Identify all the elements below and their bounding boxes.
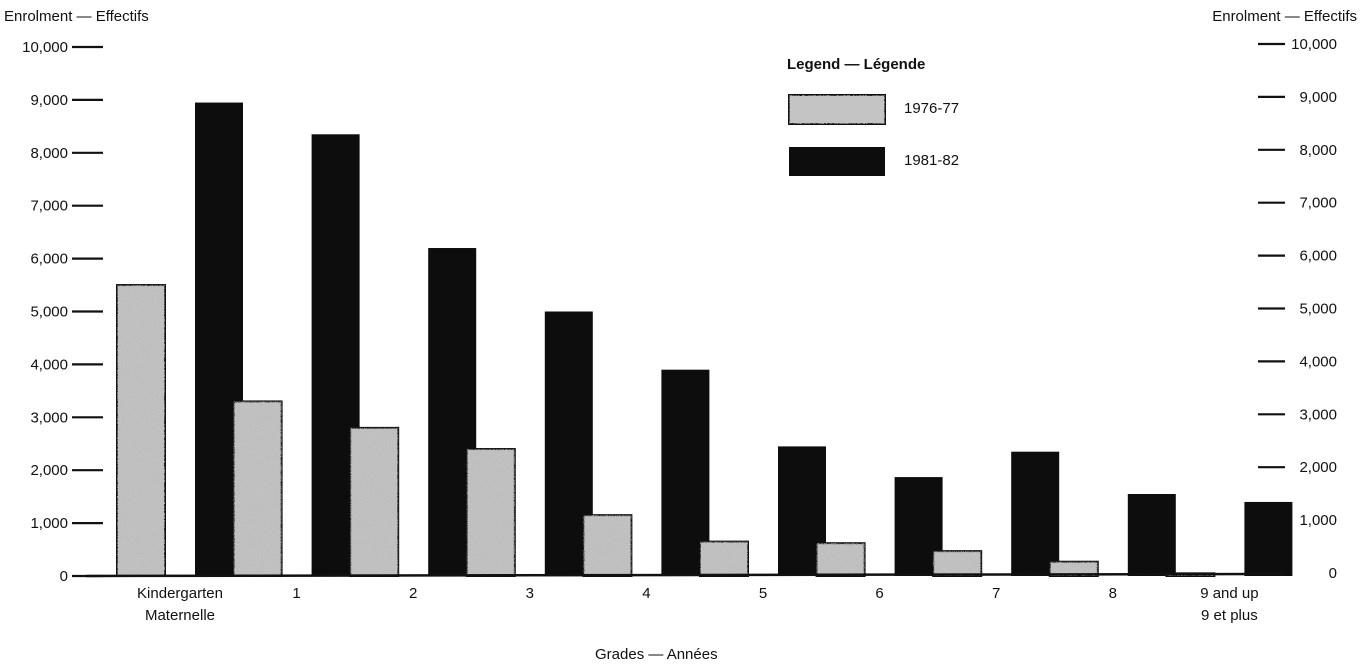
bar-1981-82 [1127,494,1176,576]
legend-swatch-1976-77-texture [789,95,885,124]
x-tick-label: Maternelle [145,607,215,624]
x-tick-label: Kindergarten [137,585,223,602]
left-tick-label: 6,000 [30,251,68,268]
x-tick-labels: Kindergarten Maternelle 1 2 3 4 5 6 7 8 9 and up 9 … [137,585,1259,624]
bar-groups [116,102,1293,578]
x-axis-baseline [85,572,1286,578]
bar-1981-82 [1011,451,1060,576]
right-y-axis: 0 1,000 2,000 3,000 4,000 5,000 6,000 7,000 8,00… [1258,36,1337,582]
right-tick-label: 10,000 [1291,36,1337,53]
left-tick-label: 3,000 [30,409,68,426]
y-axis-title-left: Enrolment — Effectifs [4,8,149,25]
left-tick-label: 9,000 [30,92,68,109]
left-tick-label: 4,000 [30,356,68,373]
legend-label-1976-77: 1976-77 [904,100,960,117]
right-tick-label: 5,000 [1299,301,1337,318]
bar-1976-77-texture [350,427,399,576]
x-tick-label: 5 [759,585,767,602]
x-tick-label: 9 et plus [1201,607,1258,624]
right-tick-label: 0 [1329,565,1337,582]
bar-1976-77-texture [933,551,982,576]
left-tick-label: 10,000 [22,39,68,56]
left-tick-label: 2,000 [30,462,68,479]
bar-1976-77-texture [583,515,632,576]
bar-1976-77-texture [1049,561,1098,576]
x-tick-label: 9 and up [1200,585,1258,602]
right-tick-label: 9,000 [1299,89,1337,106]
legend-swatch-1981-82 [789,147,885,176]
left-tick-label: 8,000 [30,145,68,162]
left-tick-label: 7,000 [30,198,68,215]
legend-title: Legend — Légende [787,56,926,73]
x-tick-label: 1 [292,585,300,602]
bar-1976-77-texture [700,541,748,576]
right-tick-label: 7,000 [1299,195,1337,212]
y-axis-title-right: Enrolment — Effectifs [1212,8,1357,25]
legend [788,94,886,176]
x-tick-label: 6 [875,585,883,602]
x-axis-title: Grades — Années [595,646,718,663]
bar-1976-77-texture [233,401,282,576]
x-tick-label: 2 [409,585,417,602]
bar-1976-77-texture [117,285,165,576]
left-tick-label: 0 [60,568,68,585]
x-tick-label: 4 [642,585,650,602]
right-tick-label: 2,000 [1299,459,1337,476]
right-tick-label: 4,000 [1299,353,1337,370]
x-tick-label: 8 [1109,585,1117,602]
bar-1976-77-texture [466,449,515,576]
bar-1976-77-texture [816,543,865,576]
right-tick-label: 3,000 [1299,406,1337,423]
bar-1981-82 [1244,501,1293,576]
x-tick-label: 3 [526,585,534,602]
x-tick-label: 7 [992,585,1000,602]
legend-label-1981-82: 1981-82 [904,152,960,169]
right-tick-label: 1,000 [1299,512,1337,529]
left-y-axis: 0 1,000 2,000 3,000 4,000 5,000 6,000 7,000 8,00… [22,39,103,585]
left-tick-label: 1,000 [30,515,68,532]
right-tick-label: 6,000 [1299,248,1337,265]
right-tick-label: 8,000 [1299,142,1337,159]
left-tick-label: 5,000 [30,304,68,321]
